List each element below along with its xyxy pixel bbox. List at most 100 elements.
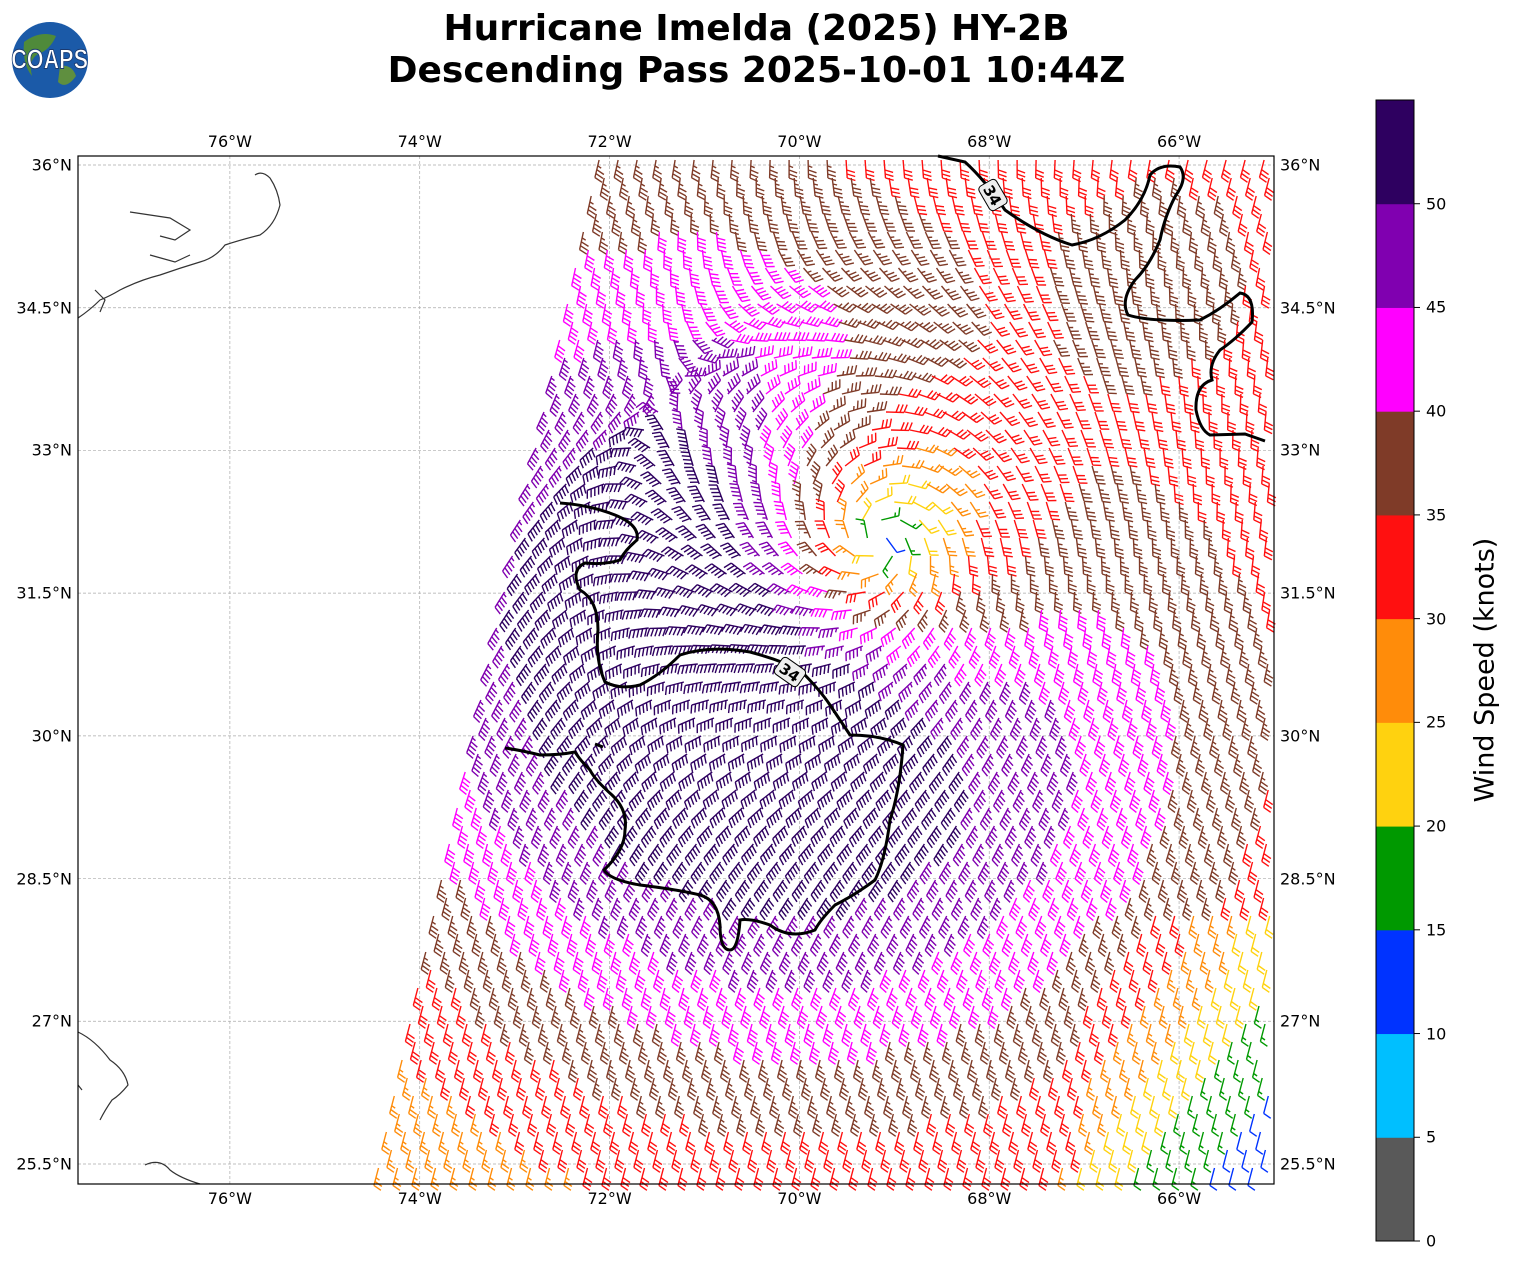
wind-barb <box>1116 1113 1126 1137</box>
wind-barb <box>1239 771 1250 795</box>
wind-barb <box>672 699 691 715</box>
wind-barb <box>1008 195 1021 217</box>
wind-barb <box>702 789 720 810</box>
wind-barb <box>522 1095 533 1119</box>
wind-barb <box>482 969 493 993</box>
wind-barb <box>551 609 569 630</box>
wind-barb <box>982 357 1004 372</box>
wind-barb <box>558 573 576 593</box>
wind-barb <box>934 789 950 813</box>
wind-barb <box>693 1095 704 1119</box>
wind-barb <box>912 501 937 512</box>
wind-barb <box>993 1023 1004 1047</box>
wind-barb <box>1248 303 1259 327</box>
wind-barb <box>478 717 491 741</box>
wind-barb <box>458 1077 470 1101</box>
lat-tick-label-right: 27°N <box>1280 1011 1321 1031</box>
wind-barb <box>843 753 860 774</box>
wind-barb <box>995 591 1006 615</box>
wind-barb <box>453 1059 465 1083</box>
lon-tick-label-top: 66°W <box>1156 132 1202 151</box>
wind-barb <box>753 879 769 903</box>
wind-barb <box>765 1023 777 1047</box>
wind-barb <box>607 411 622 434</box>
wind-barb <box>953 447 977 459</box>
wind-barb <box>1093 1041 1104 1065</box>
wind-barb <box>622 1113 633 1137</box>
wind-barb <box>634 589 657 600</box>
wind-barb <box>1097 1113 1107 1137</box>
wind-barb <box>867 231 886 249</box>
wind-barb <box>762 316 786 329</box>
wind-barb <box>1151 861 1162 885</box>
wind-barb <box>917 609 929 633</box>
wind-barb <box>505 861 518 885</box>
wind-barb <box>907 1113 918 1137</box>
wind-barb <box>895 320 919 332</box>
wind-barb <box>747 915 760 939</box>
wind-barb <box>903 1041 914 1065</box>
wind-barb <box>743 1077 755 1101</box>
wind-barb <box>861 915 874 939</box>
wind-barb <box>832 663 851 679</box>
wind-barb <box>940 159 951 182</box>
wind-barb <box>1194 1059 1205 1083</box>
wind-barb <box>1054 1095 1065 1119</box>
wind-barb <box>829 231 847 249</box>
colorbar-tick-label: 10 <box>1426 1024 1447 1044</box>
wind-barb <box>1112 1041 1122 1065</box>
wind-barb <box>658 1167 669 1191</box>
wind-barb <box>1118 429 1132 450</box>
wind-barb <box>685 1131 696 1155</box>
wind-barb <box>747 213 760 235</box>
wind-barb <box>1045 375 1064 393</box>
wind-barb <box>734 771 752 791</box>
wind-barb <box>708 484 724 503</box>
wind-barb <box>1249 249 1259 273</box>
wind-barb <box>817 363 837 377</box>
wind-barb <box>1247 1167 1256 1191</box>
wind-barb <box>926 177 939 199</box>
wind-barb <box>948 771 964 795</box>
wind-barb <box>439 951 450 975</box>
wind-barb <box>844 699 862 718</box>
wind-barb <box>1037 411 1056 429</box>
wind-barb <box>931 374 955 385</box>
wind-barb <box>1115 609 1125 633</box>
wind-barb <box>582 303 593 327</box>
wind-barbs <box>373 159 1277 1191</box>
wind-barb <box>489 753 502 778</box>
wind-barb <box>705 464 719 485</box>
wind-barb <box>912 897 925 921</box>
wind-barb <box>507 987 518 1011</box>
wind-barb <box>1119 879 1131 903</box>
wind-barb <box>1152 1167 1161 1191</box>
wind-barb <box>726 372 741 395</box>
wind-barb <box>1215 627 1226 651</box>
wind-barb <box>1012 789 1025 813</box>
wind-barb <box>691 915 704 939</box>
wind-barb <box>708 1023 720 1047</box>
wind-barb <box>732 502 749 521</box>
wind-barb <box>641 879 654 903</box>
wind-barb <box>531 1005 542 1029</box>
wind-barb <box>1140 825 1152 849</box>
wind-barb <box>567 321 579 345</box>
wind-barb <box>842 861 858 885</box>
wind-barb <box>919 861 933 885</box>
wind-barb <box>527 1113 538 1137</box>
wind-barb <box>866 987 879 1012</box>
wind-barb <box>999 537 1013 558</box>
wind-barb <box>887 353 911 364</box>
wind-barb <box>902 753 919 776</box>
wind-barb <box>405 1149 415 1173</box>
wind-barb <box>1077 681 1089 705</box>
wind-barb <box>675 525 697 542</box>
wind-barb <box>569 1005 580 1029</box>
wind-barb <box>430 1167 440 1191</box>
wind-barb <box>603 933 616 958</box>
wind-barb <box>1205 285 1215 309</box>
colorbar-segment <box>1376 722 1414 827</box>
colorbar-segment <box>1376 618 1414 723</box>
wind-barb <box>997 1095 1008 1119</box>
